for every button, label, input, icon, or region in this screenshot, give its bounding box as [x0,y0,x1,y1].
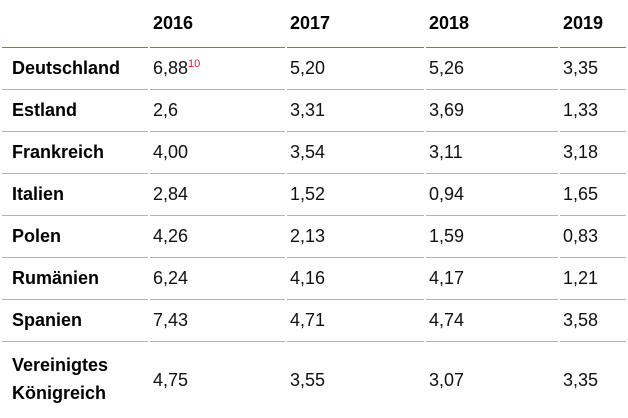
cell: 1,21 [560,258,626,300]
cell: 6,8810 [150,48,285,90]
column-header-2016: 2016 [150,0,285,48]
cell: 4,74 [426,300,558,342]
cell: 4,26 [150,216,285,258]
cell: 3,58 [560,300,626,342]
table-row-deutschland: Deutschland 6,8810 5,20 5,26 3,35 [2,48,626,90]
cell: 0,83 [560,216,626,258]
cell: 2,6 [150,90,285,132]
cell: 4,16 [287,258,424,300]
table-row-rumaenien: Rumänien 6,24 4,16 4,17 1,21 [2,258,626,300]
cell: 2,84 [150,174,285,216]
corner-cell [2,0,148,48]
cell: 1,59 [426,216,558,258]
cell: 3,54 [287,132,424,174]
cell: 6,24 [150,258,285,300]
cell: 4,17 [426,258,558,300]
column-header-2018: 2018 [426,0,558,48]
cell: 3,18 [560,132,626,174]
cell: 2,13 [287,216,424,258]
cell: 1,33 [560,90,626,132]
cell: 3,07 [429,369,465,390]
column-header-2019: 2019 [560,0,626,48]
cell: 4,00 [150,132,285,174]
table-row-spanien: Spanien 7,43 4,71 4,74 3,58 [2,300,626,342]
cell: 5,20 [287,48,424,90]
cell: 1,65 [560,174,626,216]
cell: 3,35 [563,369,599,390]
cell: 3,35 [560,48,626,90]
header-row: 2016 2017 2018 2019 [2,0,626,48]
cell: 4,75 [153,369,189,390]
row-label: Deutschland [2,48,148,90]
table-row-vereinigtes-koenigreich: Vereinigtes Königreich 4,75 3,55 3,07 3,… [2,342,626,418]
cell: 5,26 [426,48,558,90]
row-label: Estland [2,90,148,132]
cell: 3,69 [426,90,558,132]
cell: 3,55 [290,369,326,390]
table-row-polen: Polen 4,26 2,13 1,59 0,83 [2,216,626,258]
cell: 7,43 [150,300,285,342]
cell-value: 6,88 [153,58,189,78]
cell: 0,94 [426,174,558,216]
table-row-estland: Estland 2,6 3,31 3,69 1,33 [2,90,626,132]
row-label: Polen [2,216,148,258]
cell: 3,31 [287,90,424,132]
cell: 1,52 [287,174,424,216]
table-row-italien: Italien 2,84 1,52 0,94 1,65 [2,174,626,216]
row-label: Vereinigtes Königreich [12,355,109,403]
cell: 4,71 [287,300,424,342]
column-header-2017: 2017 [287,0,424,48]
footnote-marker: 10 [188,58,201,70]
row-label: Rumänien [2,258,148,300]
table-row-frankreich: Frankreich 4,00 3,54 3,11 3,18 [2,132,626,174]
row-label: Italien [2,174,148,216]
row-label: Spanien [2,300,148,342]
cell: 3,11 [426,132,558,174]
row-label: Frankreich [2,132,148,174]
